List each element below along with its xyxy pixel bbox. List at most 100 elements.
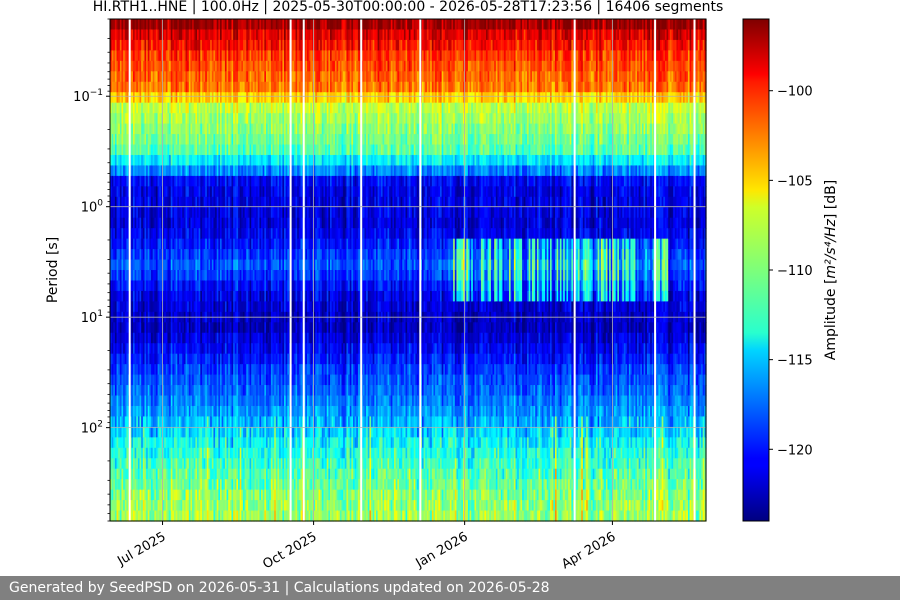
heatmap-cell <box>247 364 251 376</box>
heatmap-cell <box>178 353 182 365</box>
heatmap-cell <box>195 416 198 428</box>
heatmap-cell <box>197 71 200 83</box>
heatmap-cell <box>180 364 183 376</box>
heatmap-cell <box>241 154 244 167</box>
heatmap-cell <box>211 249 215 261</box>
heatmap-cell <box>197 249 200 261</box>
heatmap-cell <box>252 500 256 512</box>
heatmap-cell <box>111 510 114 522</box>
heatmap-cell <box>118 71 121 83</box>
heatmap-cell <box>259 19 262 31</box>
heatmap-cell <box>247 468 251 480</box>
heatmap-cell <box>200 510 203 522</box>
heatmap-cell <box>216 165 219 177</box>
heatmap-cell <box>180 426 183 438</box>
heatmap-cell <box>178 144 182 156</box>
heatmap-cell <box>203 71 206 83</box>
heatmap-cell <box>172 39 175 51</box>
heatmap-cell <box>185 301 188 313</box>
heatmap-cell <box>198 458 201 470</box>
heatmap-cell <box>119 343 123 355</box>
heatmap-cell <box>206 458 210 470</box>
heatmap-cell <box>172 186 175 198</box>
heatmap-cell <box>275 405 279 418</box>
heatmap-cell <box>236 374 239 386</box>
heatmap-cell <box>233 165 236 177</box>
heatmap-cell <box>160 92 164 104</box>
heatmap-cell <box>234 405 238 418</box>
heatmap-cell <box>244 154 247 167</box>
heatmap-cell <box>279 249 282 261</box>
heatmap-cell <box>188 228 192 240</box>
heatmap-cell <box>210 134 213 146</box>
heatmap-cell <box>256 405 259 418</box>
heatmap-cell <box>121 405 124 418</box>
heatmap-cell <box>213 39 216 51</box>
heatmap-cell <box>170 19 173 31</box>
heatmap-cell <box>259 322 262 334</box>
heatmap-cell <box>159 144 162 156</box>
heatmap-cell <box>155 322 159 334</box>
heatmap-cell <box>206 468 210 480</box>
heatmap-cell <box>160 186 164 198</box>
heatmap-cell <box>247 113 251 125</box>
heatmap-cell <box>169 39 172 51</box>
heatmap-cell <box>147 50 150 62</box>
heatmap-cell <box>218 165 221 177</box>
heatmap-cell <box>234 196 238 208</box>
heatmap-cell <box>261 60 264 72</box>
heatmap-cell <box>121 500 124 512</box>
heatmap-cell <box>275 113 279 125</box>
heatmap-cell <box>224 280 228 292</box>
heatmap-cell <box>213 144 216 156</box>
heatmap-cell <box>113 50 116 62</box>
heatmap-cell <box>118 468 121 480</box>
heatmap-cell <box>203 322 206 334</box>
heatmap-cell <box>259 437 262 449</box>
heatmap-cell <box>124 385 128 397</box>
heatmap-cell <box>126 437 129 449</box>
heatmap-cell <box>251 39 254 51</box>
heatmap-cell <box>208 290 211 302</box>
heatmap-cell <box>190 113 193 125</box>
heatmap-cell <box>205 322 208 334</box>
heatmap-cell <box>234 238 238 250</box>
heatmap-cell <box>238 175 241 187</box>
heatmap-cell <box>203 238 206 250</box>
heatmap-cell <box>154 270 157 282</box>
heatmap-cell <box>151 19 154 31</box>
heatmap-cell <box>110 280 113 292</box>
heatmap-cell <box>221 489 224 501</box>
heatmap-cell <box>259 270 262 282</box>
heatmap-cell <box>167 60 170 72</box>
heatmap-cell <box>113 353 116 365</box>
heatmap-cell <box>187 500 190 512</box>
heatmap-cell <box>149 280 152 292</box>
heatmap-cell <box>193 60 196 72</box>
heatmap-cell <box>220 228 223 240</box>
heatmap-cell <box>265 322 269 334</box>
heatmap-cell <box>229 458 233 470</box>
heatmap-cell <box>193 81 196 93</box>
heatmap-cell <box>162 50 165 62</box>
heatmap-cell <box>241 29 244 41</box>
heatmap-cell <box>141 416 144 428</box>
heatmap-cell <box>193 19 196 31</box>
heatmap-cell <box>200 196 203 208</box>
heatmap-cell <box>131 196 134 208</box>
heatmap-cell <box>119 165 123 177</box>
heatmap-cell <box>269 113 272 125</box>
heatmap-cell <box>249 217 252 229</box>
heatmap-cell <box>242 207 246 219</box>
heatmap-cell <box>149 123 152 135</box>
heatmap-cell <box>170 468 173 480</box>
heatmap-cell <box>265 374 269 386</box>
heatmap-cell <box>244 489 247 501</box>
heatmap-cell <box>241 447 244 459</box>
heatmap-cell <box>139 134 142 146</box>
heatmap-cell <box>188 270 192 282</box>
heatmap-cell <box>146 374 149 386</box>
heatmap-cell <box>110 175 113 187</box>
heatmap-cell <box>151 322 154 334</box>
heatmap-cell <box>183 39 187 51</box>
